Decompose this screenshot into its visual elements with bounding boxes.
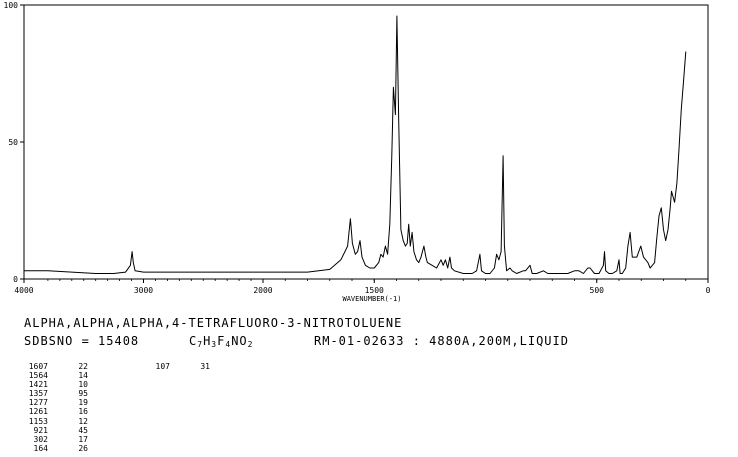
y-tick-label: 50: [8, 138, 18, 147]
peak-row: 921 45: [18, 426, 98, 435]
peak-intensity: 12: [78, 416, 88, 426]
x-tick-label: 500: [590, 286, 605, 295]
x-tick-label: 3000: [134, 286, 153, 295]
peak-intensity: 19: [78, 398, 88, 408]
peak-wavenumber: 107: [155, 362, 170, 371]
chart-ticks: 4000 3000 2000 1500 500 0 0 50 100: [4, 1, 711, 295]
peak-intensity: 16: [78, 407, 88, 417]
spectrum-info-line: SDBSNO = 15408 C7H3F4NO2 RM-01-02633 : 4…: [24, 334, 568, 390]
peak-intensity: 95: [78, 389, 88, 399]
peak-intensity: 45: [78, 425, 88, 435]
peak-intensity: 10: [78, 380, 88, 390]
peak-wavenumber: 1153: [28, 416, 48, 426]
peak-row: 1153 12: [18, 417, 98, 426]
peak-wavenumber: 302: [33, 434, 48, 444]
peak-row: 107 31: [140, 362, 220, 371]
y-tick-label: 0: [13, 275, 18, 284]
peak-row: 1564 14: [18, 371, 98, 380]
peak-wavenumber: 1277: [28, 398, 48, 408]
peak-table: 1607 22 1564 14 1421 10 1357 95 1277 19 1261 16 1153…: [18, 362, 98, 453]
peak-table-column-2: 107 31: [140, 362, 220, 371]
peak-row: 1607 22: [18, 362, 98, 371]
peak-wavenumber: 1357: [28, 389, 48, 399]
peak-intensity: 26: [78, 443, 88, 453]
peak-row: 1277 19: [18, 398, 98, 407]
x-tick-label: 1500: [365, 286, 384, 295]
peak-wavenumber: 1421: [28, 380, 48, 390]
sdbs-number: SDBSNO = 15408: [24, 334, 140, 348]
spectrum-line: [24, 15, 687, 274]
peak-intensity: 17: [78, 434, 88, 444]
peak-row: 1421 10: [18, 380, 98, 389]
x-axis-label: WAVENUMBER(-1): [342, 295, 401, 303]
peak-wavenumber: 1564: [28, 371, 48, 381]
molecular-formula: C7H3F4NO2: [189, 334, 254, 349]
peak-wavenumber: 1607: [28, 362, 48, 371]
x-tick-label: 0: [706, 286, 711, 295]
peak-intensity: 14: [78, 371, 88, 381]
peak-intensity: 31: [200, 362, 210, 371]
chart-axes: [23, 4, 709, 280]
peak-row: 1261 16: [18, 407, 98, 416]
peak-row: 164 26: [18, 444, 98, 453]
peak-wavenumber: 1261: [28, 407, 48, 417]
peak-wavenumber: 921: [33, 425, 48, 435]
spectrum-series: [24, 15, 687, 274]
x-tick-label: 2000: [253, 286, 272, 295]
measurement-conditions: RM-01-02633 : 4880A,200M,LIQUID: [314, 334, 569, 348]
raman-spectrum-chart: 4000 3000 2000 1500 500 0 0 50 100 WAVENUMBER(-1…: [4, 1, 711, 303]
compound-name: ALPHA,ALPHA,ALPHA,4-TETRAFLUORO-3-NITROT…: [24, 316, 403, 330]
peak-wavenumber: 164: [33, 443, 48, 453]
peak-row: 302 17: [18, 435, 98, 444]
peak-intensity: 22: [78, 362, 88, 371]
x-tick-label: 4000: [14, 286, 33, 295]
y-tick-label: 100: [4, 1, 19, 10]
peak-row: 1357 95: [18, 389, 98, 398]
plot-frame: [23, 4, 709, 280]
